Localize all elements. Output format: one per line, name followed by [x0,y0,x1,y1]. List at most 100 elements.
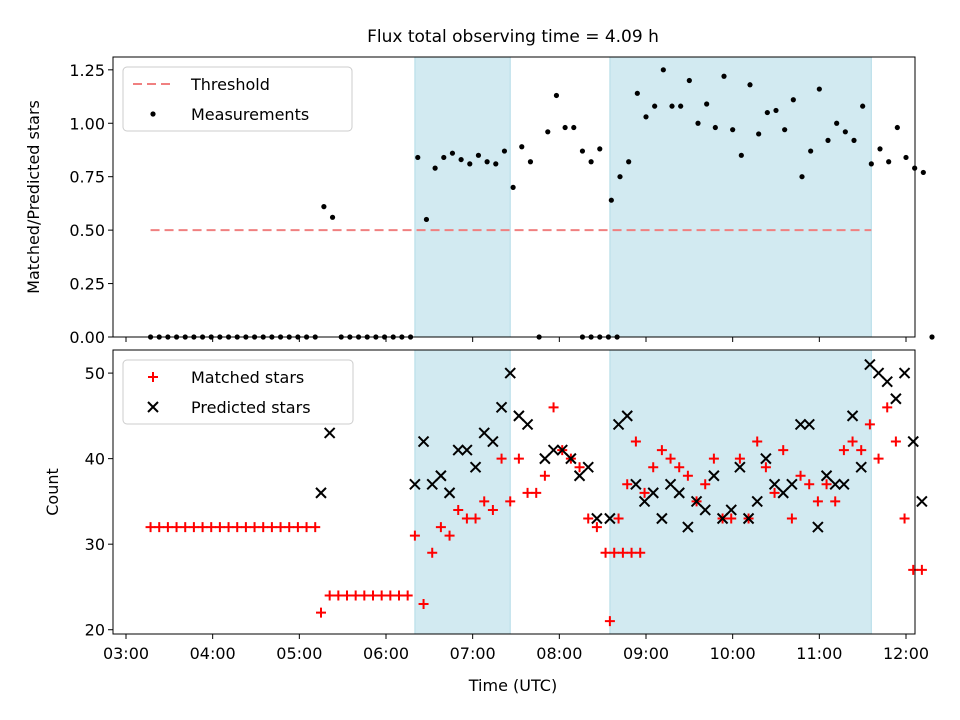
matched-star-point [145,522,156,533]
matched-star-point [700,479,711,490]
predicted-star-point [898,367,911,379]
top-panel: 0.00 0.25 0.50 0.75 1.00 1.25 Matched/Predicte… [24,56,935,347]
shaded-interval-1 [414,349,511,635]
measurement-point [527,159,534,165]
predicted-star-point [461,444,473,456]
measurement-point [877,146,883,152]
measurement-point [929,334,935,340]
measurement-point [678,103,684,109]
matched-star-point [830,496,841,507]
predicted-star-point [708,470,720,482]
predicted-star-point [786,478,798,491]
measurement-point [562,124,568,131]
y-tick-label: 0.50 [69,221,105,240]
predicted-star-point [409,478,421,491]
measurement-point [519,144,525,150]
measurement-point [825,137,831,143]
measurement-point [617,174,623,180]
matched-star-point [626,547,637,558]
measurement-point [764,109,770,116]
x-tick-label: 04:00 [190,644,236,663]
matched-star-point [804,479,815,490]
measurement-point [545,129,551,135]
matched-star-point [342,590,352,601]
measurement-point [756,131,762,137]
measurement-point [588,159,594,165]
measurement-point [721,73,727,79]
measurement-point [868,161,874,167]
measurement-point [808,148,814,154]
predicted-star-point [916,495,928,508]
measurement-point [799,174,805,180]
matched-star-point [232,522,243,533]
predicted-star-point [612,418,625,431]
measurement-point [553,92,560,99]
matched-star-point [505,496,516,507]
predicted-star-point [664,478,677,491]
matched-star-point [162,522,173,533]
measurement-point [773,107,779,114]
predicted-star-point [734,461,746,473]
measurement-point [484,159,490,165]
predicted-star-point [794,418,807,431]
matched-star-point [435,522,446,533]
matched-star-point [548,402,559,413]
matched-star-point [461,513,472,524]
y-axis-label: Count [43,468,62,516]
measurement-point [730,127,736,133]
measurement-point [467,161,473,167]
y-tick-label: 0.75 [69,168,105,187]
matched-star-point [630,436,641,447]
predicted-star-point [829,478,841,491]
legend: Threshold Measurements [122,66,353,132]
matched-star-point [385,590,396,601]
matched-star-point [890,436,901,447]
measurement-point [851,137,857,143]
measurement-point [579,148,586,154]
matched-star-point [734,453,745,464]
matched-star-point [613,513,624,524]
measurement-point [458,156,464,163]
matched-star-point [795,470,806,481]
matched-star-point [916,564,927,575]
measurement-point [415,154,421,161]
measurement-point [475,152,482,158]
measurement-point [626,159,632,165]
predicted-star-point [638,495,651,508]
matched-star-point [812,496,823,507]
measurement-point [894,124,900,131]
measurement-point [834,120,840,126]
matched-star-point [604,616,615,627]
predicted-star-point [656,512,668,525]
x-tick-label: 12:00 [883,644,929,663]
matched-star-point [574,462,585,473]
predicted-star-point [872,367,885,379]
matched-star-point [368,590,378,601]
matched-star-point [864,419,875,430]
measurement-point [842,129,848,135]
matched-star-point [856,445,867,456]
measurement-point [920,169,926,176]
matched-star-point [427,547,438,558]
matched-star-point [479,496,490,507]
predicted-star-point [690,495,703,508]
predicted-star-point [846,410,859,422]
matched-star-point [359,590,370,601]
legend-matched-swatch [148,372,158,382]
matched-star-point [180,522,191,533]
matched-star-point [665,453,676,464]
predicted-star-point [591,512,603,525]
matched-star-point [708,453,719,464]
measurement-point [695,120,701,126]
predicted-star-point [513,410,525,422]
matched-star-point [609,547,620,558]
predicted-star-point [452,444,464,456]
predicted-star-point [725,504,737,516]
legend: Matched stars Predicted stars [122,359,354,425]
measurement-point [634,90,640,96]
measurement-point [423,216,430,223]
predicted-star-point [323,427,336,439]
matched-star-point [197,522,208,533]
matched-star-point [409,530,420,541]
